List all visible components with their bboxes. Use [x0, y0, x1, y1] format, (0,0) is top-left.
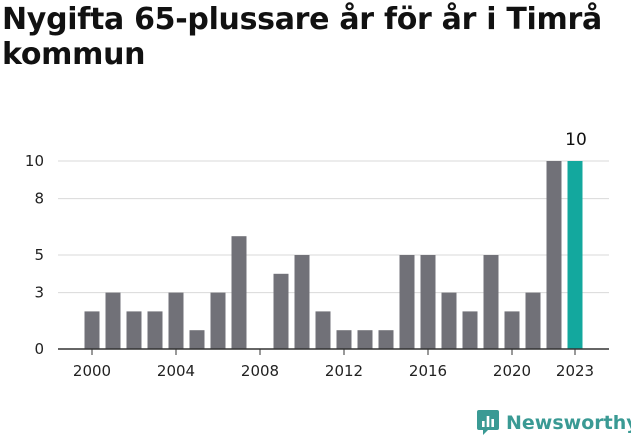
bar-2011 [315, 311, 331, 349]
bar-2017 [441, 292, 457, 349]
bars [84, 161, 583, 349]
bar-2007 [231, 236, 247, 349]
x-tick-label: 2000 [73, 362, 111, 380]
y-tick-label: 8 [34, 190, 44, 208]
x-tick-label: 2004 [157, 362, 195, 380]
bar-2004 [168, 292, 184, 349]
gridlines [58, 160, 609, 294]
x-axis-ticks [91, 349, 576, 355]
bar-2009 [273, 273, 289, 349]
bar-2001 [105, 292, 121, 349]
newsworthy-logo-icon [477, 410, 499, 435]
y-tick-label: 5 [34, 246, 44, 264]
bar-2002 [126, 311, 142, 349]
bar-2014 [378, 330, 394, 349]
chart-title: Nygifta 65-plussare år för år i Timrå ko… [2, 2, 602, 72]
bar-2005 [189, 330, 205, 349]
x-tick-label: 2023 [556, 362, 594, 380]
bar-2012 [336, 330, 352, 349]
x-tick-label: 2012 [325, 362, 363, 380]
bar-2021 [525, 292, 541, 349]
bar-2010 [294, 255, 310, 349]
y-tick-label: 3 [34, 284, 44, 302]
newsworthy-logo: Newsworthy [476, 409, 631, 437]
bar-2016 [420, 255, 436, 349]
bar-2000 [84, 311, 100, 349]
bar-2019 [483, 255, 499, 349]
x-tick-label: 2016 [409, 362, 447, 380]
x-tick-label: 2020 [493, 362, 531, 380]
bar-2020 [504, 311, 520, 349]
highlight-value-label: 10 [565, 130, 587, 150]
x-axis-labels: 2000 2004 2008 2012 2016 2020 2023 [73, 362, 594, 380]
bar-2013 [357, 330, 373, 349]
x-tick-label: 2008 [241, 362, 279, 380]
bar-2003 [147, 311, 163, 349]
bar-2023 [567, 161, 583, 349]
y-tick-label: 10 [25, 152, 44, 170]
brand-name: Newsworthy [506, 412, 631, 434]
y-axis-labels: 0 3 5 8 10 [25, 152, 44, 358]
bar-2018 [462, 311, 478, 349]
y-tick-label: 0 [34, 340, 44, 358]
bar-2022 [546, 161, 562, 349]
bar-2006 [210, 292, 226, 349]
bar-2015 [399, 255, 415, 349]
